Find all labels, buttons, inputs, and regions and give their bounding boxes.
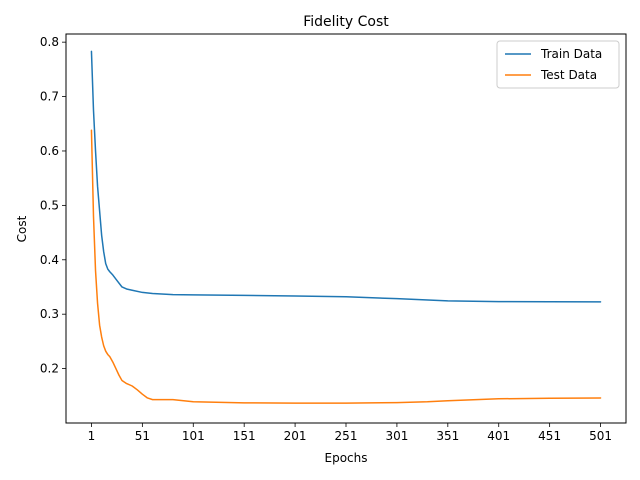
y-tick-label: 0.5 bbox=[40, 198, 59, 212]
x-tick-label: 401 bbox=[487, 429, 510, 443]
x-tick-label: 1 bbox=[88, 429, 96, 443]
y-axis-label: Cost bbox=[15, 215, 29, 242]
x-tick-label: 51 bbox=[135, 429, 150, 443]
series-line-test-data bbox=[90, 129, 602, 404]
x-tick-label: 101 bbox=[182, 429, 205, 443]
y-tick-label: 0.3 bbox=[40, 307, 59, 321]
y-tick-label: 0.8 bbox=[40, 35, 59, 49]
x-tick-label: 451 bbox=[538, 429, 561, 443]
x-axis-label: Epochs bbox=[325, 451, 368, 465]
x-tick-label: 501 bbox=[589, 429, 612, 443]
legend-box bbox=[496, 40, 620, 89]
x-tick-label: 301 bbox=[385, 429, 408, 443]
x-tick-label: 351 bbox=[436, 429, 459, 443]
x-tick-label: 251 bbox=[335, 429, 358, 443]
x-tick-label: 151 bbox=[233, 429, 256, 443]
x-tick-label: 201 bbox=[284, 429, 307, 443]
chart-title: Fidelity Cost bbox=[303, 14, 389, 30]
y-tick-label: 0.6 bbox=[40, 144, 59, 158]
series-layer bbox=[90, 50, 602, 404]
y-axis: 0.2 0.3 0.4 0.5 0.6 0.7 0.8 bbox=[40, 35, 66, 376]
x-axis: 1 51 101 151 201 251 301 351 401 451 501 bbox=[88, 423, 612, 443]
legend: Train Data Test Data bbox=[496, 40, 620, 89]
y-tick-label: 0.2 bbox=[40, 362, 59, 376]
legend-label-train-data: Train Data bbox=[540, 47, 602, 61]
legend-label-test-data: Test Data bbox=[540, 68, 597, 82]
y-tick-label: 0.7 bbox=[40, 90, 59, 104]
y-tick-label: 0.4 bbox=[40, 253, 59, 267]
series-line-train-data bbox=[90, 50, 602, 303]
